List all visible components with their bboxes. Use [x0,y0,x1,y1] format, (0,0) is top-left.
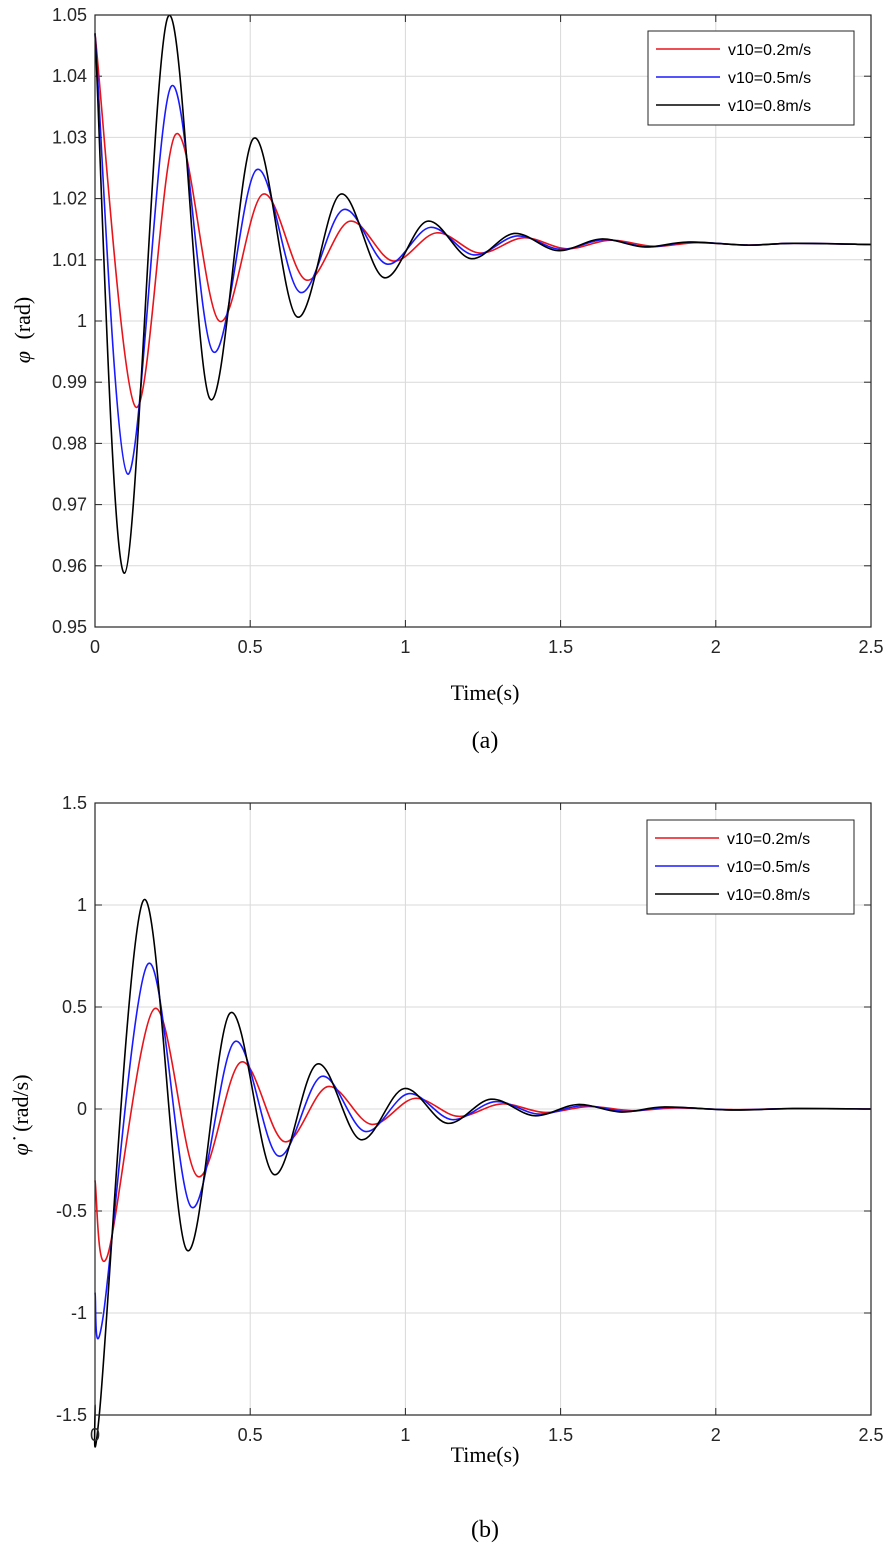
x-tick-labels: 0 0.5 1 1.5 2 2.5 [90,637,884,657]
y-tick-labels: 0.95 0.96 0.97 0.98 0.99 1 1.01 1.02 1.03 1.04 1.0… [52,5,87,637]
y-tick-label: 1.03 [52,127,87,147]
x-axis-title: Time(s) [451,680,520,705]
legend-label: v10=0.8m/s [727,887,810,904]
legend-label: v10=0.8m/s [728,98,811,115]
x-tick-label: 2 [711,1425,721,1445]
series-lines [94,14,872,574]
y-tick-label: 0.99 [52,372,87,392]
series-line-3 [93,898,872,1448]
x-axis-title: Time(s) [451,1442,520,1467]
series-line-1 [94,1007,872,1262]
legend-label: v10=0.5m/s [727,859,810,876]
y-tick-labels: -1.5 -1 -0.5 0 0.5 1 1.5 [56,793,87,1425]
panel-label-a: (a) [472,728,499,754]
x-tick-label: 0 [90,1425,100,1445]
y-tick-label: 1.5 [62,793,87,813]
y-axis-unit: (rad/s) [8,1074,33,1131]
y-axis-title: φ (rad) [10,297,35,363]
x-tick-label: 0 [90,637,100,657]
plot-frame [94,14,872,628]
x-tick-labels: 0 0.5 1 1.5 2 2.5 [90,1425,884,1445]
y-tick-label: 1.05 [52,5,87,25]
legend-label: v10=0.2m/s [727,831,810,848]
y-tick-label: -1 [71,1303,87,1323]
y-tick-label: -0.5 [56,1201,87,1221]
y-tick-label: 0.98 [52,433,87,453]
y-tick-label: 0.5 [62,997,87,1017]
y-tick-label: 1.01 [52,250,87,270]
x-tick-label: 2 [711,637,721,657]
legend-box [646,819,855,915]
y-axis-title: φ̇ (rad/s) [8,1074,33,1155]
y-tick-label: 0.97 [52,495,87,515]
y-tick-label: 1 [77,895,87,915]
y-tick-label: 1 [77,311,87,331]
legend: v10=0.2m/s v10=0.5m/s v10=0.8m/s [646,819,855,915]
y-tick-label: 1.04 [52,66,87,86]
panel-label-b: (b) [471,1517,499,1543]
series-line-1 [94,33,872,408]
y-axis-symbol: φ [10,351,35,363]
legend: v10=0.2m/s v10=0.5m/s v10=0.8m/s [647,30,855,126]
x-tick-label: 1 [400,1425,410,1445]
y-tick-label: 0 [77,1099,87,1119]
chart-panel-a: 0 0.5 1 1.5 2 2.5 0.95 0.96 0.97 0.98 0.99 1 1.01 1.… [10,5,884,754]
x-tick-label: 0.5 [238,637,263,657]
series-lines [93,898,872,1448]
chart-panel-b: 0 0.5 1 1.5 2 2.5 -1.5-1-0.500.511.5 Time(s) … [8,793,884,1543]
plot-frame [94,802,872,1416]
x-tick-label: 1.5 [548,637,573,657]
legend-label: v10=0.2m/s [728,42,811,59]
y-tick-label: 0.96 [52,556,87,576]
x-tick-label: 2.5 [858,637,883,657]
x-tick-label: 2.5 [858,1425,883,1445]
x-tick-label: 0.5 [238,1425,263,1445]
x-tick-label: 1 [400,637,410,657]
y-tick-label: 1.02 [52,189,87,209]
y-tick-label: 0.95 [52,617,87,637]
series-line-3 [94,14,872,574]
legend-label: v10=0.5m/s [728,70,811,87]
y-axis-symbol: φ̇ [8,1136,33,1155]
x-tick-label: 1.5 [548,1425,573,1445]
y-tick-label: -1.5 [56,1405,87,1425]
legend-box [647,30,855,126]
y-axis-unit: (rad) [10,297,35,340]
